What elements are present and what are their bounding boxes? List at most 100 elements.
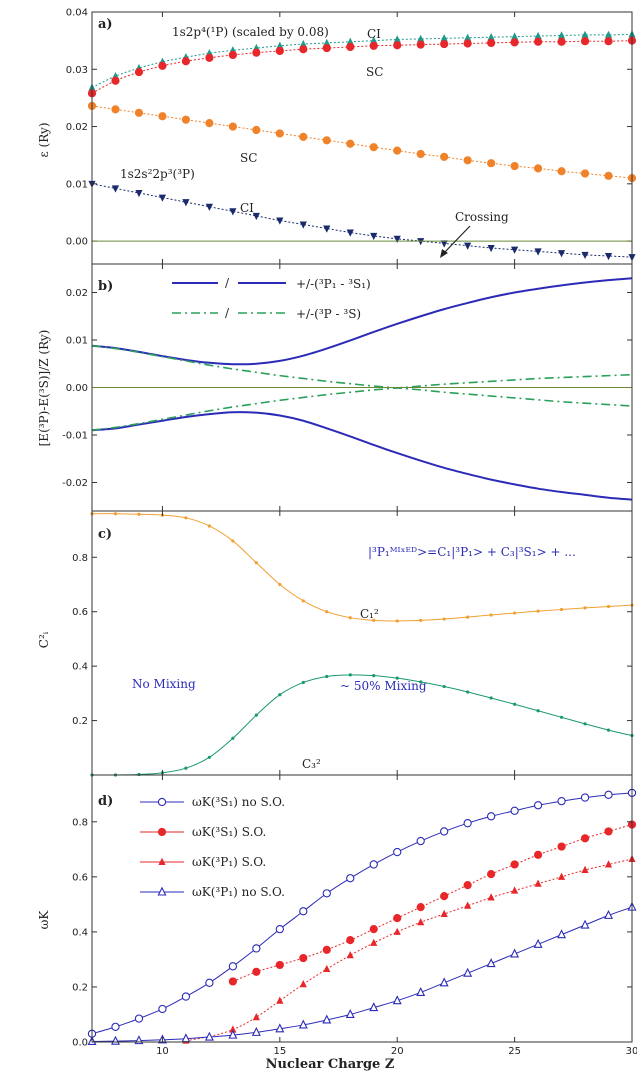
panel-c-ylabel: C²ᵢ [37, 631, 51, 648]
panel-b-ticks: -0.02 -0.01 0.00 0.01 0.02 [62, 264, 633, 511]
data-point [393, 914, 402, 923]
data-point [463, 156, 472, 165]
data-point [583, 606, 587, 610]
data-point [252, 212, 260, 221]
annotation-1p-title: 1s2p⁴(¹P) (scaled by 0.08) [172, 25, 329, 39]
data-point [606, 604, 611, 609]
data-point [466, 615, 470, 619]
data-point [416, 149, 425, 159]
data-point [416, 836, 425, 846]
data-point [581, 865, 589, 873]
data-point [299, 907, 308, 916]
data-point [229, 1025, 237, 1033]
data-point [466, 690, 470, 694]
data-point [346, 951, 354, 959]
panel-c-label: c) [98, 527, 112, 542]
data-point [416, 903, 425, 912]
legend-separator-blue: / [225, 276, 230, 290]
data-point [301, 680, 305, 685]
data-point [513, 611, 517, 615]
data-point [557, 842, 566, 851]
legend-text-3s1-so: ωK(³S₁) S.O. [192, 825, 266, 839]
data-point [463, 967, 473, 977]
panel-a-series [87, 30, 637, 262]
data-point [369, 1002, 379, 1012]
panel-d-frame [91, 774, 633, 1043]
data-point [322, 43, 331, 53]
data-point [134, 108, 144, 117]
panel-c: 0.2 0.4 0.6 0.8 c) C²ᵢ |³P₁ᴹᴵˣᴱᴰ>=C₁|³P₁> +… [37, 510, 634, 777]
data-point [278, 582, 282, 587]
data-point [275, 924, 284, 934]
annotation-ci-top: CI [367, 27, 381, 41]
data-point [533, 801, 543, 810]
data-point [325, 610, 329, 614]
annotation-state-equation: |³P₁ᴹᴵˣᴱᴰ>=C₁|³P₁> + C₃|³S₁> + ... [368, 545, 576, 559]
data-point [440, 909, 448, 918]
data-point [158, 61, 167, 70]
data-point [228, 1029, 238, 1039]
y-tick-label: 0.2 [72, 716, 88, 727]
data-point [393, 927, 401, 935]
data-point [228, 122, 237, 131]
series-line-2-1 [91, 674, 633, 776]
data-point [395, 619, 399, 623]
data-point [325, 674, 329, 679]
data-point [486, 958, 496, 968]
data-point [557, 31, 566, 39]
x-tick-label: 30 [626, 1046, 637, 1057]
data-point [536, 609, 540, 613]
y-tick-label: 0.00 [66, 383, 88, 394]
crossing-arrowhead [440, 249, 448, 258]
data-point [440, 39, 449, 49]
data-point [370, 232, 378, 241]
data-point [533, 938, 543, 948]
data-point [464, 33, 472, 41]
data-point [275, 46, 284, 56]
annotation-no-mixing: No Mixing [132, 677, 196, 691]
data-point [440, 240, 448, 248]
data-point [463, 39, 472, 48]
data-point [487, 244, 495, 253]
data-point [137, 772, 141, 777]
data-point [604, 252, 613, 261]
data-point [184, 766, 188, 770]
data-point [228, 977, 237, 986]
data-point [580, 834, 590, 843]
data-point [534, 879, 542, 887]
data-point [205, 978, 214, 987]
data-point [231, 736, 235, 740]
crossing-arrow [442, 225, 471, 255]
data-point [158, 1004, 167, 1014]
data-point [392, 995, 402, 1005]
panel-b-series [91, 277, 633, 501]
panel-b-ylabel: [E(³P)-E(³S)]/Z (Ry) [37, 330, 51, 447]
data-point [370, 938, 378, 946]
data-point [323, 225, 331, 233]
data-point [513, 702, 517, 706]
data-point [510, 806, 519, 815]
data-point [205, 203, 213, 211]
series-line-3-2 [185, 858, 633, 1042]
series-line-1-1 [91, 411, 633, 501]
annotation-3p-title: 1s2s²2p³(³P) [120, 167, 195, 181]
panel-d-legend: ωK(³S₁) no S.O. ωK(³S₁) S.O. ωK(³P₁) S.O… [140, 795, 285, 899]
data-point [299, 953, 308, 963]
panel-b-label: b) [98, 279, 113, 294]
data-point [417, 238, 425, 246]
data-point [299, 45, 308, 54]
data-point [511, 32, 519, 40]
data-point [580, 793, 590, 802]
data-point [322, 945, 331, 954]
data-point [416, 987, 426, 997]
y-tick-label: 0.8 [72, 817, 88, 828]
data-point [299, 979, 307, 988]
data-point [534, 248, 542, 256]
y-tick-label: 0.4 [72, 927, 88, 938]
data-point [137, 512, 141, 516]
data-point [181, 115, 191, 124]
series-line-1-2 [91, 344, 633, 407]
panel-a-ticks: 0.00 0.01 0.02 0.03 0.04 [66, 8, 633, 264]
annotation-ci-bottom: CI [240, 201, 254, 215]
